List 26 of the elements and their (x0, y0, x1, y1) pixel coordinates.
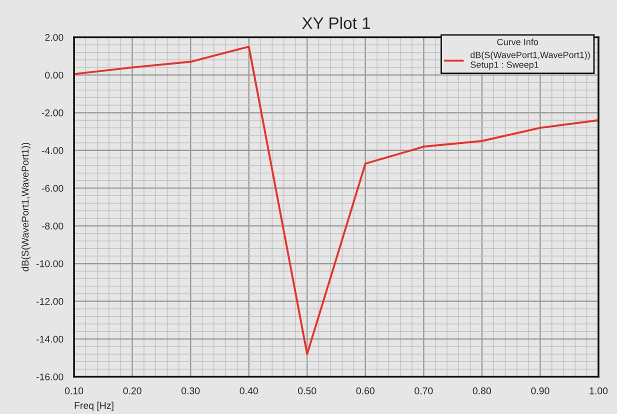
y-tick-label: -8.00 (42, 222, 64, 230)
line-series (74, 46, 598, 356)
x-tick-label: 0.20 (123, 387, 142, 394)
y-axis-title: dB(S(WavePort1,WavePort1)) (21, 142, 30, 272)
legend-label: dB(S(WavePort1,WavePort1)) Setup1 : Sweep1 (470, 52, 590, 70)
y-tick-label: -14.00 (36, 336, 64, 343)
x-axis-title: Freq [Hz] (74, 402, 114, 411)
x-tick-label: 1.00 (590, 387, 608, 394)
x-tick-label: 0.30 (182, 387, 200, 394)
y-tick-label: 0.00 (45, 72, 64, 79)
x-tick-label: 0.50 (298, 387, 316, 394)
y-tick-label: -2.00 (42, 109, 64, 116)
y-tick-label: -4.00 (42, 147, 64, 154)
y-tick-label: 2.00 (45, 34, 64, 41)
x-tick-label: 0.40 (240, 387, 258, 394)
legend-title: Curve Info (497, 38, 538, 46)
chart-title: XY Plot 1 (302, 16, 370, 30)
x-tick-label: 0.60 (356, 387, 374, 394)
y-tick-label: -12.00 (36, 298, 64, 305)
x-tick-label: 0.70 (414, 387, 433, 394)
x-tick-label: 0.10 (64, 387, 84, 394)
x-tick-label: 0.80 (472, 387, 492, 394)
x-tick-label: 0.90 (531, 387, 550, 394)
y-tick-label: -10.00 (36, 260, 64, 268)
y-tick-label: -16.00 (36, 373, 64, 380)
y-tick-label: -6.00 (42, 184, 64, 192)
